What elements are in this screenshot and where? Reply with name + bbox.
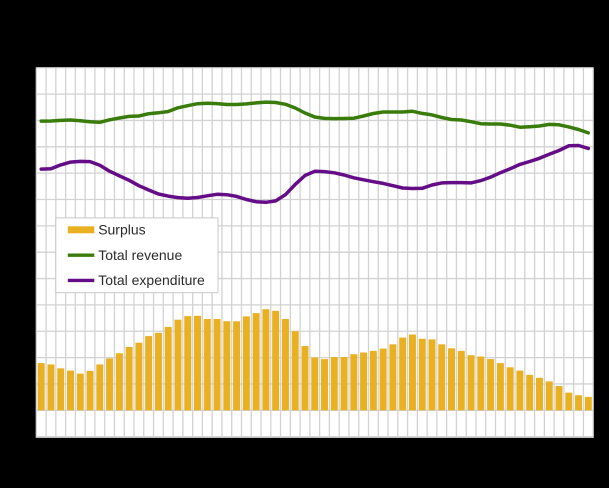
svg-text:Surplus: Surplus bbox=[98, 222, 145, 238]
svg-text:Total revenue: Total revenue bbox=[98, 247, 182, 263]
svg-text:Total expenditure: Total expenditure bbox=[98, 272, 205, 288]
